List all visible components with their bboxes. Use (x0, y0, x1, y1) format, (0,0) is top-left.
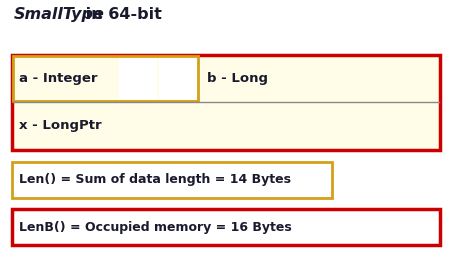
Text: a - Integer: a - Integer (19, 72, 97, 85)
Text: in 64-bit: in 64-bit (80, 7, 161, 22)
Text: Len() = Sum of data length = 14 Bytes: Len() = Sum of data length = 14 Bytes (19, 174, 290, 187)
FancyBboxPatch shape (13, 56, 198, 101)
Text: SmallType: SmallType (14, 7, 105, 22)
Text: x - LongPtr: x - LongPtr (19, 120, 101, 132)
FancyBboxPatch shape (12, 55, 439, 150)
Text: b - Long: b - Long (207, 72, 267, 85)
FancyBboxPatch shape (159, 58, 197, 99)
FancyBboxPatch shape (12, 209, 439, 245)
Text: LenB() = Occupied memory = 16 Bytes: LenB() = Occupied memory = 16 Bytes (19, 220, 291, 233)
FancyBboxPatch shape (12, 162, 331, 198)
FancyBboxPatch shape (119, 58, 156, 99)
